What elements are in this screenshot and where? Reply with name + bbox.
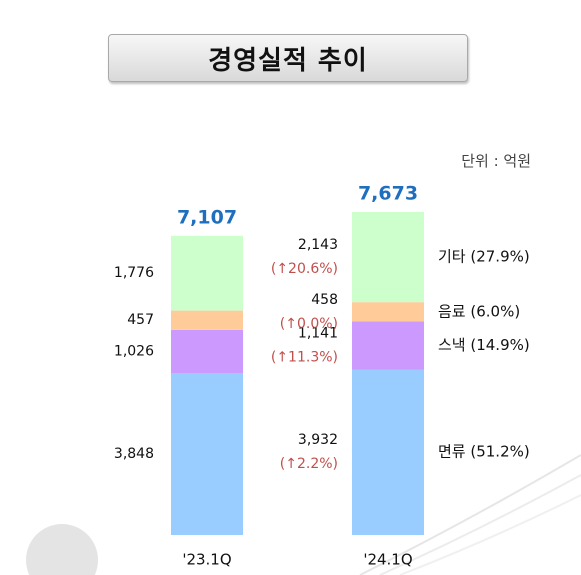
bar-segment-1-1	[352, 321, 424, 370]
value-label-1-3: 2,143	[298, 237, 338, 253]
chart-title: 경영실적 추이	[108, 34, 468, 82]
value-label-0-3: 1,776	[114, 265, 154, 281]
growth-label-3: (↑20.6%)	[271, 261, 338, 277]
growth-label-0: (↑2.2%)	[280, 456, 338, 472]
bar-segment-1-0	[352, 369, 424, 535]
value-label-1-2: 458	[311, 292, 338, 308]
category-label-1: '24.1Q	[363, 551, 412, 569]
decorative-swoosh-2	[379, 474, 581, 575]
bar-segment-0-2	[171, 310, 243, 330]
category-label-0: '23.1Q	[182, 551, 231, 569]
decorative-circle	[26, 524, 98, 575]
value-label-0-0: 3,848	[114, 446, 154, 462]
value-label-0-1: 1,026	[114, 343, 154, 359]
bar-segment-0-0	[171, 373, 243, 535]
decorative-swoosh-1	[359, 454, 581, 575]
legend-label-2: 음료 (6.0%)	[438, 302, 520, 320]
growth-label-1: (↑11.3%)	[271, 349, 338, 365]
value-label-1-1: 1,141	[298, 325, 338, 341]
unit-label: 단위 : 억원	[461, 152, 531, 170]
total-label-0: 7,107	[177, 206, 237, 228]
legend-label-3: 기타 (27.9%)	[438, 248, 530, 266]
decorative-swoosh-3	[399, 494, 581, 575]
value-label-1-0: 3,932	[298, 432, 338, 448]
total-label-1: 7,673	[358, 182, 418, 204]
bar-segment-0-3	[171, 235, 243, 311]
bar-segment-0-1	[171, 329, 243, 374]
value-label-0-2: 457	[127, 312, 154, 328]
growth-label-2: (↑0.0%)	[280, 316, 338, 332]
legend-label-0: 면류 (51.2%)	[438, 443, 530, 461]
bar-segment-1-3	[352, 211, 424, 303]
legend-label-1: 스낵 (14.9%)	[438, 336, 530, 354]
bar-segment-1-2	[352, 302, 424, 322]
